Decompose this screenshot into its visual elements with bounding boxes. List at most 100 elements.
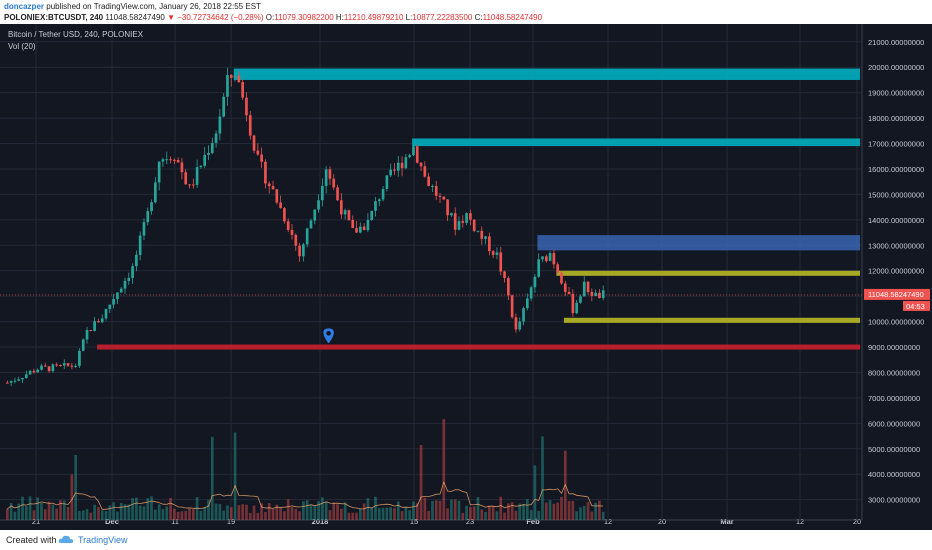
candle-body — [169, 159, 172, 161]
volume-bar — [89, 512, 93, 520]
author-link[interactable]: doncazper — [4, 2, 45, 11]
volume-bar — [457, 500, 461, 520]
candle-body — [207, 153, 210, 155]
candle-body — [434, 185, 438, 196]
volume-bar — [469, 507, 472, 520]
volume-bar — [328, 510, 332, 520]
volume-bar — [59, 500, 62, 520]
candle-body — [248, 115, 252, 136]
candle-body — [321, 185, 324, 201]
candle-body — [17, 379, 21, 381]
volume-bar — [381, 507, 385, 520]
candle-body — [298, 245, 301, 257]
low-label: L: — [405, 13, 413, 22]
candle-body — [381, 189, 385, 200]
published-text: published on TradingView.com, January 26… — [46, 2, 261, 11]
candle-body — [575, 302, 578, 314]
chart-area[interactable]: 3000.00000000 4000.00000000 5000.00000000 6… — [0, 24, 932, 530]
low-value: 10877.22283500 — [412, 13, 473, 22]
candle-body — [351, 219, 355, 229]
volume-bar — [207, 499, 210, 520]
zone-teal — [233, 68, 860, 80]
y-tick-label: 19000.00000000 — [868, 89, 924, 98]
candle-body — [374, 201, 377, 211]
volume-bar — [393, 508, 396, 520]
candle-body — [328, 169, 332, 179]
volume-bar — [74, 454, 77, 520]
candle-body — [438, 195, 442, 197]
candle-body — [93, 321, 96, 331]
volume-bar — [203, 507, 207, 520]
y-tick-label: 20000.00000000 — [868, 63, 924, 72]
x-tick-label: Mar — [720, 517, 733, 526]
volume-bar — [40, 502, 43, 520]
volume-bar — [362, 503, 366, 520]
volume-bar — [548, 500, 552, 520]
volume-bar — [544, 502, 548, 520]
x-tick-label: 11 — [171, 517, 179, 526]
volume-bar — [108, 505, 112, 520]
candle-body — [340, 200, 343, 215]
candle-body — [195, 167, 199, 185]
volume-bar — [97, 507, 100, 520]
volume-bar — [256, 512, 260, 520]
volume-bar — [431, 501, 434, 520]
volume-bar — [313, 505, 317, 520]
x-tick-label: 12 — [796, 517, 804, 526]
volume-bar — [290, 506, 294, 520]
zone-olive — [556, 270, 860, 276]
volume-bar — [525, 499, 529, 520]
candle-body — [302, 244, 305, 257]
candle-body — [97, 321, 100, 323]
candle-body — [529, 287, 533, 299]
candle-body — [279, 202, 282, 209]
volume-bar — [305, 500, 309, 520]
volume-bar — [21, 496, 24, 520]
volume-bar — [233, 432, 237, 520]
candle-body — [222, 96, 226, 117]
candle-body — [385, 175, 389, 190]
candle-body — [32, 370, 36, 373]
volume-bar — [598, 500, 601, 520]
y-tick-label: 15000.00000000 — [868, 190, 924, 199]
candle-body — [332, 178, 336, 188]
volume-bar — [131, 498, 134, 520]
candle-body — [465, 213, 468, 223]
map-pin-icon — [323, 328, 334, 344]
candle-body — [469, 213, 472, 220]
candle-body — [480, 230, 484, 239]
volume-ma-line — [7, 480, 604, 510]
candle-body — [51, 364, 55, 372]
candle-body — [218, 116, 222, 134]
close-label: C: — [474, 13, 483, 22]
candle-body — [214, 133, 218, 143]
candle-body — [594, 292, 597, 296]
candle-body — [548, 253, 552, 261]
volume-bar — [484, 511, 487, 520]
candle-body — [343, 210, 347, 215]
volume-bar — [347, 512, 351, 520]
candle-body — [582, 281, 586, 297]
tradingview-link[interactable]: TradingView — [78, 535, 128, 545]
countdown-badge-value: 04:53 — [906, 302, 925, 311]
volume-bar — [340, 508, 343, 520]
volume-bar — [17, 503, 21, 520]
volume-bar — [575, 511, 578, 520]
countdown-badge-bg — [903, 300, 930, 311]
volume-bar — [302, 501, 305, 520]
volume-bar — [461, 512, 465, 520]
volume-bar — [279, 507, 282, 520]
volume-bar — [324, 501, 328, 520]
volume-bar — [450, 499, 453, 520]
volume-bar — [533, 465, 537, 520]
candle-body — [396, 162, 400, 171]
volume-bar — [188, 508, 191, 520]
volume-bar — [355, 512, 358, 520]
volume-bar — [24, 505, 28, 520]
candle-body — [184, 172, 188, 185]
candle-body — [176, 160, 180, 163]
candle-body — [336, 187, 339, 201]
price-chart[interactable]: 3000.00000000 4000.00000000 5000.00000000 6… — [0, 24, 932, 530]
volume-bar — [472, 506, 476, 520]
volume-bar — [9, 503, 13, 520]
